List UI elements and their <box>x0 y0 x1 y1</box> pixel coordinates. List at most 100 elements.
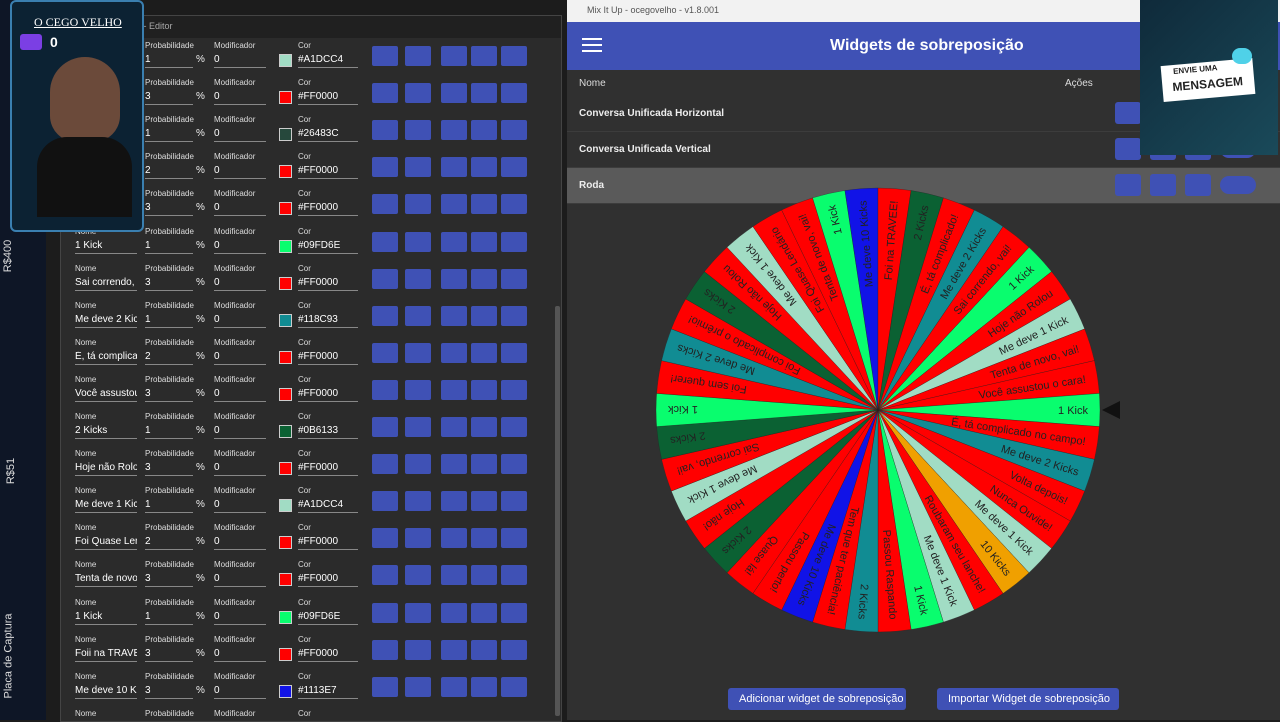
delete-button[interactable] <box>501 491 527 512</box>
up-button[interactable] <box>441 379 467 400</box>
down-button[interactable] <box>471 491 497 512</box>
edit-button[interactable] <box>405 83 431 104</box>
play-button[interactable] <box>372 602 398 623</box>
up-button[interactable] <box>441 157 467 178</box>
play-button[interactable] <box>372 194 398 215</box>
play-button[interactable] <box>372 639 398 660</box>
toggle[interactable] <box>1220 176 1256 194</box>
down-button[interactable] <box>471 231 497 252</box>
play-button[interactable] <box>372 454 398 475</box>
edit-button[interactable] <box>405 46 431 66</box>
up-button[interactable] <box>441 676 467 697</box>
down-button[interactable] <box>471 83 497 104</box>
play-button[interactable] <box>372 528 398 549</box>
edit-button[interactable] <box>405 379 431 400</box>
field-label: Modificador <box>214 374 256 384</box>
edit-button[interactable] <box>405 491 431 512</box>
up-button[interactable] <box>441 305 467 326</box>
link-button[interactable] <box>1115 102 1141 124</box>
edit-button[interactable] <box>405 342 431 363</box>
up-button[interactable] <box>441 268 467 289</box>
play-button[interactable] <box>372 342 398 363</box>
up-button[interactable] <box>441 454 467 475</box>
delete-button[interactable] <box>501 639 527 660</box>
down-button[interactable] <box>471 417 497 437</box>
delete-button[interactable] <box>501 379 527 400</box>
delete-button[interactable] <box>501 602 527 623</box>
play-button[interactable] <box>372 46 398 66</box>
delete-button[interactable] <box>501 194 527 215</box>
edit-button[interactable] <box>405 528 431 549</box>
up-button[interactable] <box>441 417 467 437</box>
play-button[interactable] <box>372 268 398 289</box>
up-button[interactable] <box>441 528 467 549</box>
edit-button[interactable] <box>405 454 431 475</box>
down-button[interactable] <box>471 565 497 586</box>
up-button[interactable] <box>441 120 467 141</box>
edit-button[interactable] <box>405 417 431 437</box>
up-button[interactable] <box>441 639 467 660</box>
down-button[interactable] <box>471 157 497 178</box>
down-button[interactable] <box>471 528 497 549</box>
up-button[interactable] <box>441 565 467 586</box>
down-button[interactable] <box>471 379 497 400</box>
play-button[interactable] <box>372 379 398 400</box>
up-button[interactable] <box>441 491 467 512</box>
delete-button[interactable] <box>501 305 527 326</box>
link-button[interactable] <box>1115 174 1141 196</box>
up-button[interactable] <box>441 194 467 215</box>
edit-button[interactable] <box>405 157 431 178</box>
down-button[interactable] <box>471 676 497 697</box>
edit-button[interactable] <box>405 231 431 252</box>
delete-button[interactable] <box>501 231 527 252</box>
delete-button[interactable] <box>501 46 527 66</box>
up-button[interactable] <box>441 46 467 66</box>
play-button[interactable] <box>372 565 398 586</box>
down-button[interactable] <box>471 454 497 475</box>
up-button[interactable] <box>441 602 467 623</box>
play-button[interactable] <box>372 83 398 104</box>
edit-button[interactable] <box>1150 174 1176 196</box>
play-button[interactable] <box>372 157 398 178</box>
delete-button[interactable] <box>501 676 527 697</box>
play-button[interactable] <box>372 417 398 437</box>
link-button[interactable] <box>1115 138 1141 160</box>
delete-button[interactable] <box>501 528 527 549</box>
edit-button[interactable] <box>405 602 431 623</box>
delete-button[interactable] <box>501 157 527 178</box>
play-button[interactable] <box>372 305 398 326</box>
delete-button[interactable] <box>1185 174 1211 196</box>
up-button[interactable] <box>441 83 467 104</box>
down-button[interactable] <box>471 602 497 623</box>
menu-icon[interactable] <box>582 38 602 40</box>
edit-button[interactable] <box>405 676 431 697</box>
edit-button[interactable] <box>405 268 431 289</box>
down-button[interactable] <box>471 120 497 141</box>
edit-button[interactable] <box>405 305 431 326</box>
up-button[interactable] <box>441 342 467 363</box>
edit-button[interactable] <box>405 194 431 215</box>
down-button[interactable] <box>471 46 497 66</box>
delete-button[interactable] <box>501 565 527 586</box>
down-button[interactable] <box>471 639 497 660</box>
delete-button[interactable] <box>501 417 527 437</box>
play-button[interactable] <box>372 120 398 141</box>
delete-button[interactable] <box>501 120 527 141</box>
edit-button[interactable] <box>405 120 431 141</box>
edit-button[interactable] <box>405 639 431 660</box>
up-button[interactable] <box>441 231 467 252</box>
edit-button[interactable] <box>405 565 431 586</box>
play-button[interactable] <box>372 491 398 512</box>
play-button[interactable] <box>372 231 398 252</box>
play-button[interactable] <box>372 676 398 697</box>
down-button[interactable] <box>471 194 497 215</box>
down-button[interactable] <box>471 305 497 326</box>
down-button[interactable] <box>471 268 497 289</box>
import-button[interactable]: Importar Widget de sobreposição <box>937 688 1119 710</box>
down-button[interactable] <box>471 342 497 363</box>
delete-button[interactable] <box>501 268 527 289</box>
delete-button[interactable] <box>501 342 527 363</box>
delete-button[interactable] <box>501 83 527 104</box>
delete-button[interactable] <box>501 454 527 475</box>
add-button[interactable]: Adicionar widget de sobreposição <box>728 688 906 710</box>
